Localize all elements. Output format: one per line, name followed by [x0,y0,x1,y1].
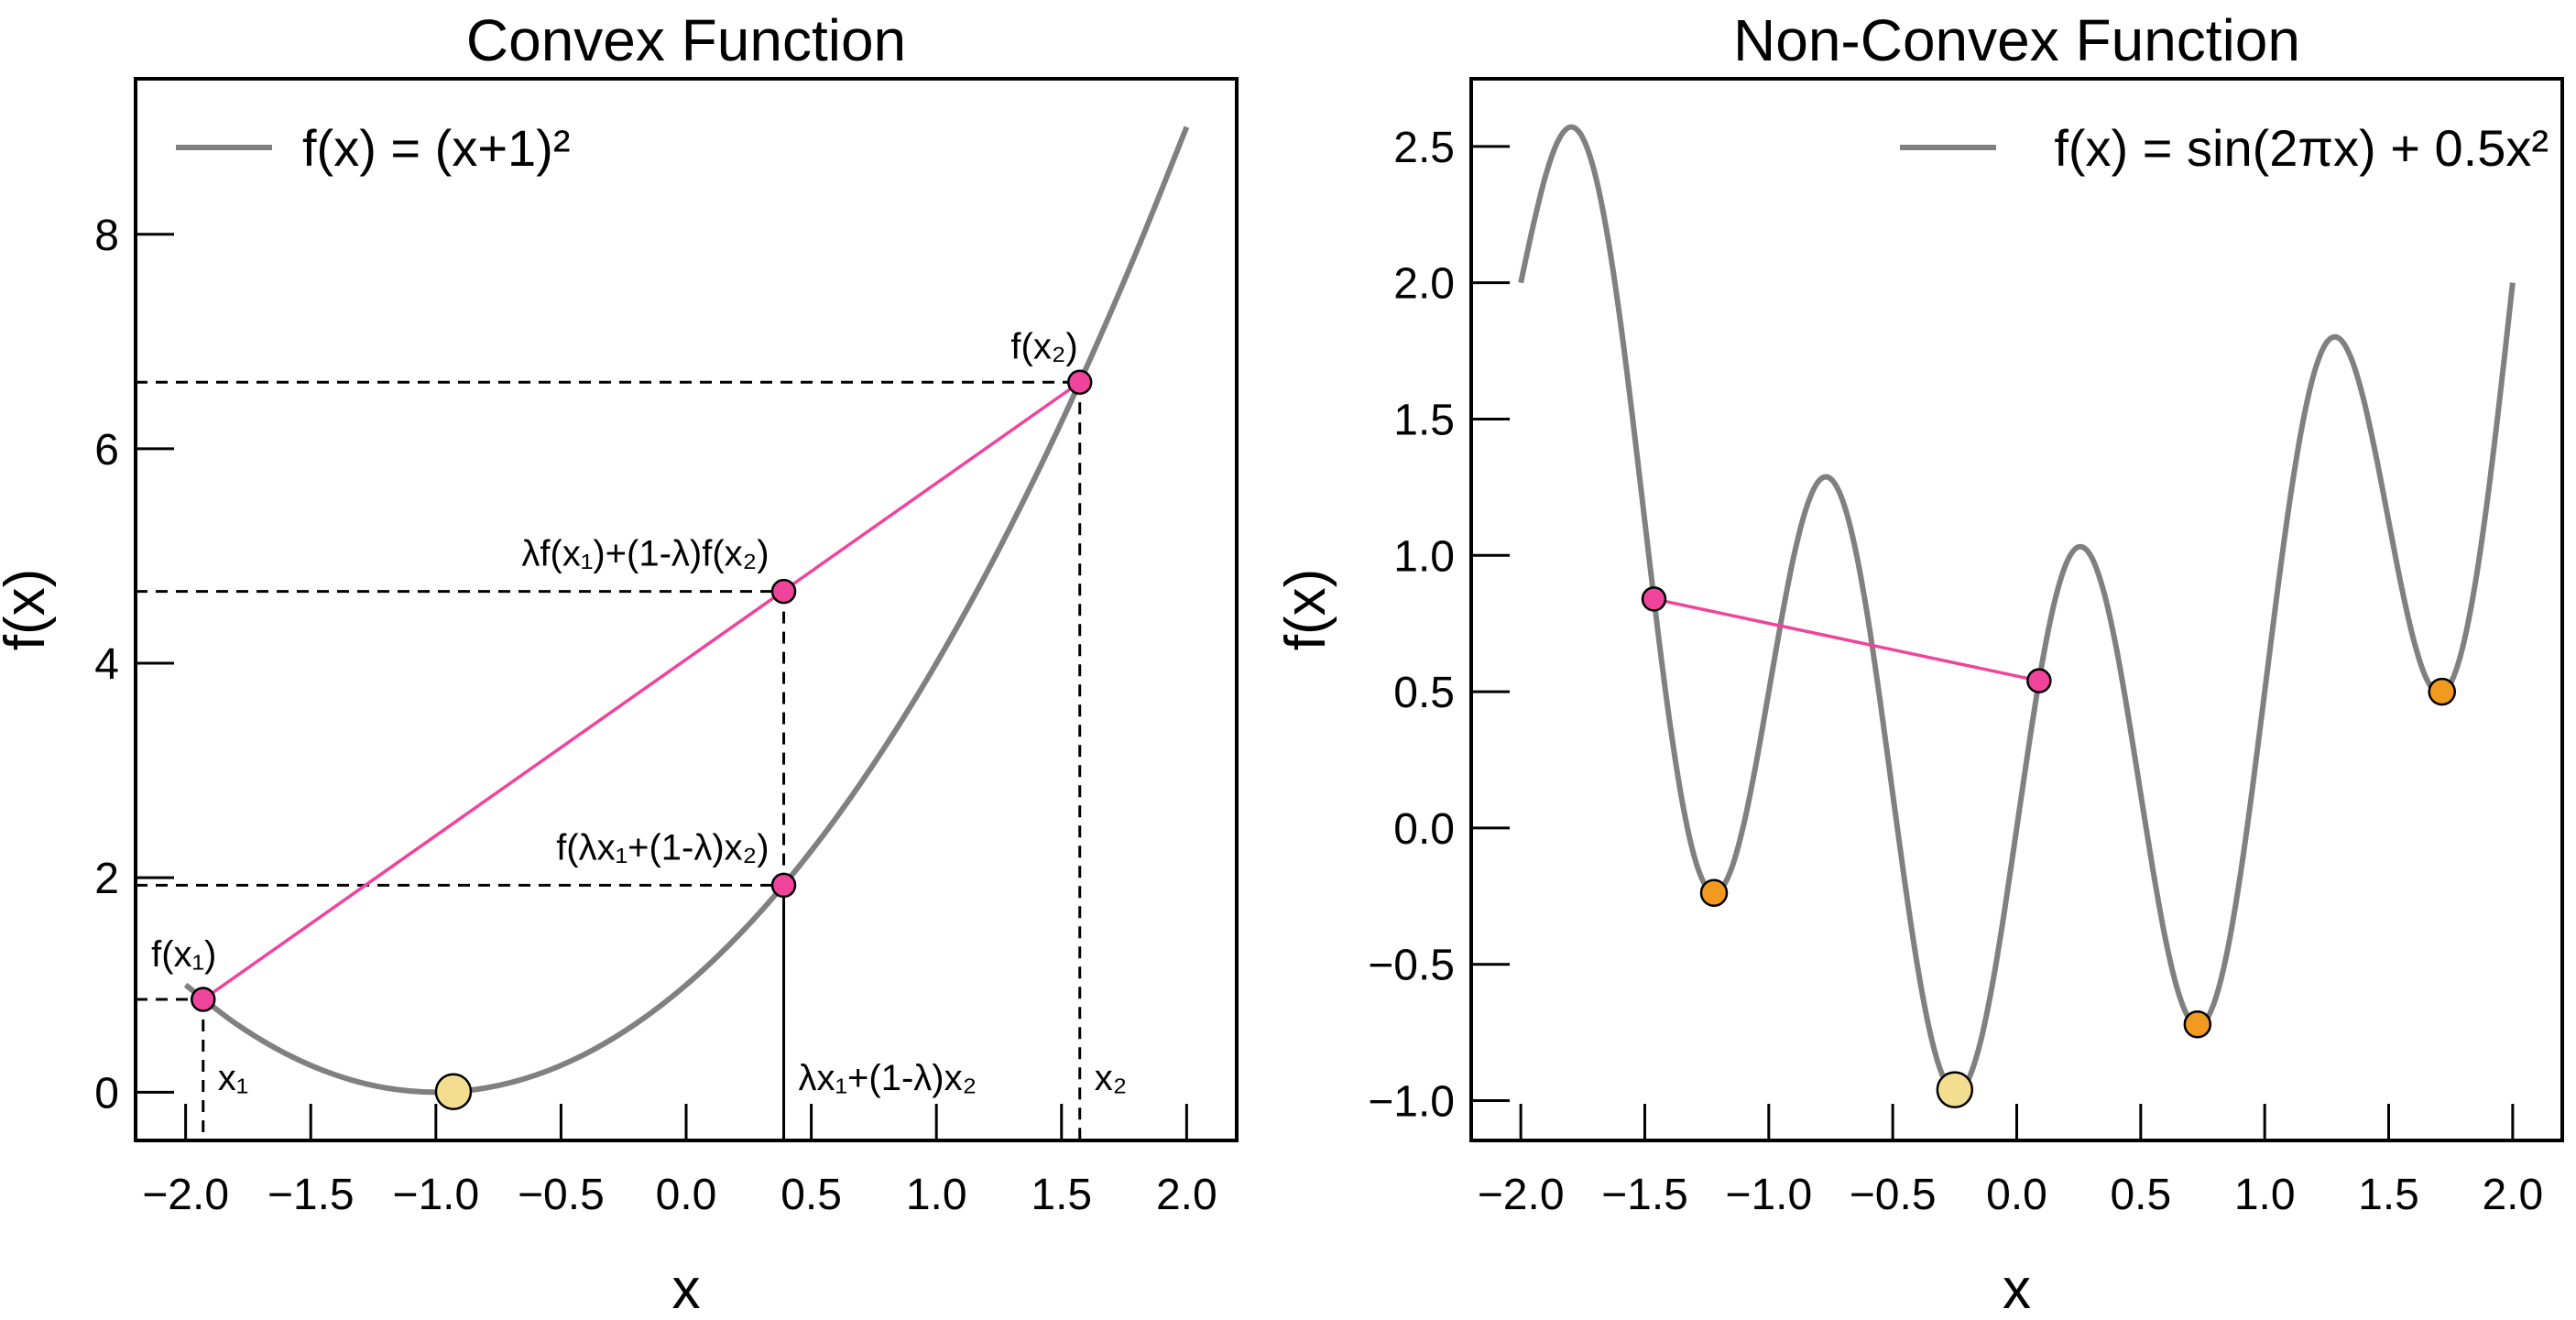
y-tick-label: 6 [94,426,119,475]
y-tick-label: 8 [94,212,119,260]
x-tick-label: 0.0 [1986,1171,2047,1219]
y-tick-label: −1.0 [1368,1078,1455,1127]
y-tick-label: 4 [94,640,119,689]
chart-title: Convex Function [466,7,906,73]
chord-point [2026,668,2052,693]
x-tick-label: −2.0 [142,1171,229,1219]
function-curve [1518,124,2516,1096]
y-axis-label: f(x) [0,569,57,651]
x-tick-label: 0.5 [2110,1171,2171,1219]
chord-point [770,872,797,899]
y-tick-label: 2.0 [1393,260,1455,309]
x-tick-label: −1.0 [392,1171,479,1219]
x-tick-label: −0.5 [518,1171,605,1219]
y-tick-label: 2.5 [1393,124,1455,172]
x-tick-label: 0.0 [656,1171,717,1219]
x-tick-label: 1.0 [2234,1171,2296,1219]
global-minimum-point [1936,1071,1974,1108]
chord-point [1066,369,1093,396]
x-tick-label: −0.5 [1850,1171,1937,1219]
x-axis-label: x [672,1258,701,1320]
axes-frame [1469,77,2564,1142]
chord-line [202,380,1081,1001]
chord-line [1654,597,2040,682]
non-convex-chart: Non-Convex Function x f(x) −2.0 −1.5 −1.0 −0.5… [1274,7,2564,1320]
y-tick-label: 1.0 [1393,532,1455,581]
y-tick-label: 1.5 [1393,396,1455,444]
point-annotation: λf(x₁)+(1-λ)f(x₂) [521,534,769,574]
x-tick-label: 1.0 [906,1171,967,1219]
x-position-annotation: λx₁+(1-λ)x₂ [799,1058,977,1098]
y-tick-label: 0.0 [1393,805,1455,854]
y-tick-label: 2 [94,855,119,903]
convex-chart: Convex Function x f(x) −2.0 −1.5 −1.0 −0.5 0.0 0… [0,7,1239,1320]
x-tick-label: −1.5 [267,1171,355,1219]
point-annotation: f(λx₁+(1-λ)x₂) [556,827,769,867]
point-annotation: f(x₂) [1010,326,1077,366]
chord-point [1641,586,1667,612]
x-tick-label: 2.0 [2482,1171,2543,1219]
x-position-annotation: x₁ [218,1058,249,1098]
x-tick-label: −2.0 [1478,1171,1565,1219]
global-minimum-point [434,1073,473,1110]
chord-point [770,578,797,605]
x-axis-label: x [2003,1258,2031,1320]
legend-label: f(x) = sin(2πx) + 0.5x² [2054,119,2549,177]
x-tick-label: 1.5 [1031,1171,1092,1219]
y-axis-label: f(x) [1274,569,1337,651]
local-minimum-point [2183,1009,2212,1039]
local-minimum-point [1699,878,1729,907]
x-tick-label: −1.0 [1725,1171,1812,1219]
x-tick-label: −1.5 [1601,1171,1688,1219]
x-position-annotation: x₂ [1095,1058,1128,1098]
x-tick-label: 0.5 [780,1171,842,1219]
x-tick-label: 1.5 [2358,1171,2419,1219]
chart-title: Non-Convex Function [1733,7,2300,73]
point-annotation: f(x₁) [151,934,216,975]
legend-label: f(x) = (x+1)² [302,119,570,177]
local-minimum-point [2428,677,2456,706]
x-tick-label: 2.0 [1156,1171,1217,1219]
y-tick-label: 0.5 [1393,669,1455,717]
y-tick-label: 0 [94,1069,119,1118]
axes-frame [134,77,1239,1142]
function-curve [183,125,1190,1096]
chord-point [191,987,216,1012]
y-tick-label: −0.5 [1368,942,1455,990]
